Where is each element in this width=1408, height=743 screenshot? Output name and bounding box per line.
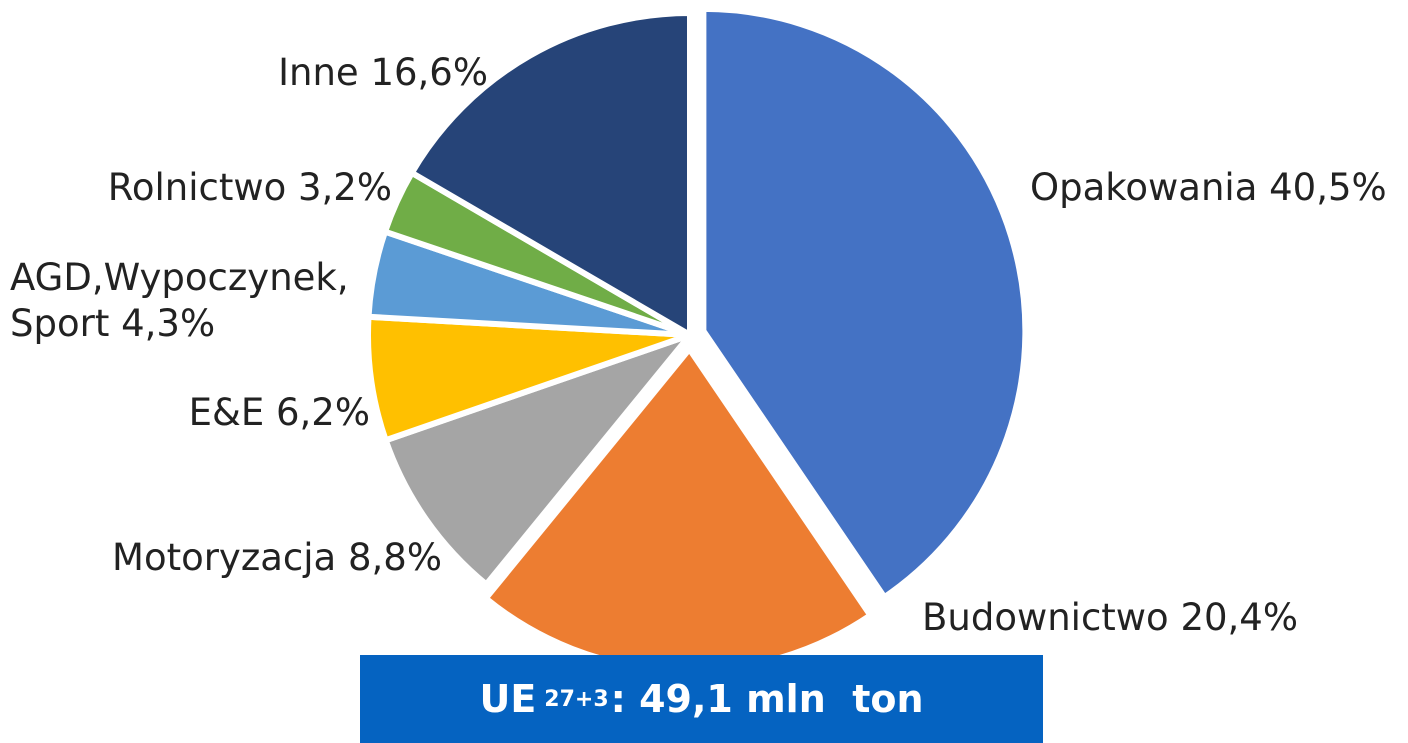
- value-label: 4,3%: [121, 302, 216, 345]
- category-name: AGD,Wypoczynek, Sport: [10, 256, 349, 345]
- slice-label: Opakowania 40,5%: [1030, 165, 1408, 211]
- value-label: 16,6%: [370, 51, 488, 94]
- category-name: Opakowania: [1030, 166, 1258, 209]
- slice-label: Budownictwo 20,4%: [922, 595, 1342, 641]
- banner-text: : 49,1 mln ton: [610, 677, 924, 721]
- slice-label: E&E 6,2%: [160, 390, 370, 436]
- value-label: 8,8%: [348, 536, 442, 579]
- value-label: 20,4%: [1180, 596, 1299, 639]
- category-name: Inne: [278, 51, 359, 94]
- pie-slice: [381, 328, 700, 589]
- slice-label: Inne 16,6%: [258, 50, 488, 96]
- slice-label: Rolnictwo 3,2%: [82, 165, 392, 211]
- category-name: Rolnictwo: [107, 166, 287, 209]
- category-name: Motoryzacja: [112, 536, 337, 579]
- value-label: 40,5%: [1269, 166, 1387, 209]
- pie-slice: [407, 9, 693, 341]
- banner: UE 27+3: 49,1 mln ton: [360, 655, 1043, 743]
- value-label: 3,2%: [298, 166, 392, 209]
- value-label: 6,2%: [276, 391, 370, 434]
- pie-slice: [700, 5, 1029, 602]
- slice-label: AGD,Wypoczynek, Sport 4,3%: [10, 255, 390, 347]
- slice-label: Motoryzacja 8,8%: [82, 535, 442, 581]
- banner-prefix: UE: [479, 677, 537, 721]
- category-name: Budownictwo: [922, 596, 1169, 639]
- banner-subscript: 27+3: [544, 686, 609, 712]
- category-name: E&E: [188, 391, 265, 434]
